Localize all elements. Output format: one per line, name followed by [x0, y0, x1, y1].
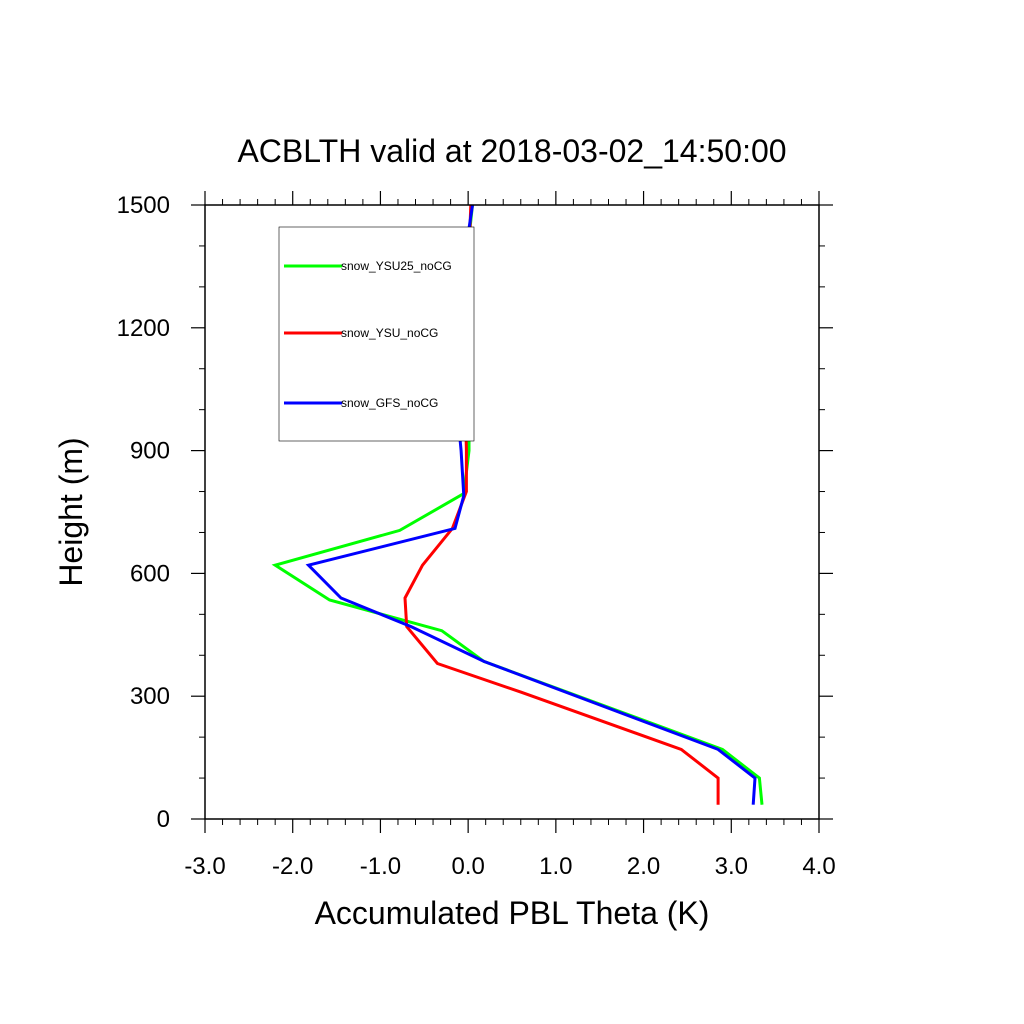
y-tick-label: 1500: [117, 192, 170, 219]
legend-label: snow_YSU_noCG: [341, 326, 438, 340]
y-tick-label: 0: [157, 806, 170, 833]
plot-frame: [204, 204, 820, 820]
x-tick-label: 1.0: [539, 853, 572, 880]
y-tick-label: 600: [130, 560, 170, 587]
x-tick-label: 3.0: [715, 853, 748, 880]
y-tick-label: 300: [130, 683, 170, 710]
x-tick-label: 0.0: [451, 853, 484, 880]
x-tick-label: 2.0: [627, 853, 660, 880]
x-axis-label: Accumulated PBL Theta (K): [315, 895, 710, 931]
axis-tick-labels: -3.0 -2.0 -1.0 0.0 1.0 2.0 3.0 4.0 0 300 600 900 120…: [117, 192, 836, 880]
y-tick-label: 1200: [117, 315, 170, 342]
axis-ticks: [191, 191, 833, 833]
y-tick-label: 900: [130, 438, 170, 465]
legend-label: snow_GFS_noCG: [341, 396, 438, 410]
y-axis-label: Height (m): [53, 437, 89, 586]
x-tick-label: -1.0: [360, 853, 401, 880]
x-tick-label: -3.0: [184, 853, 225, 880]
legend-label: snow_YSU25_noCG: [341, 259, 452, 273]
legend: snow_YSU25_noCG snow_YSU_noCG snow_GFS_noC…: [278, 226, 475, 442]
x-tick-label: -2.0: [272, 853, 313, 880]
chart-title: ACBLTH valid at 2018-03-02_14:50:00: [237, 133, 786, 169]
x-tick-label: 4.0: [802, 853, 835, 880]
